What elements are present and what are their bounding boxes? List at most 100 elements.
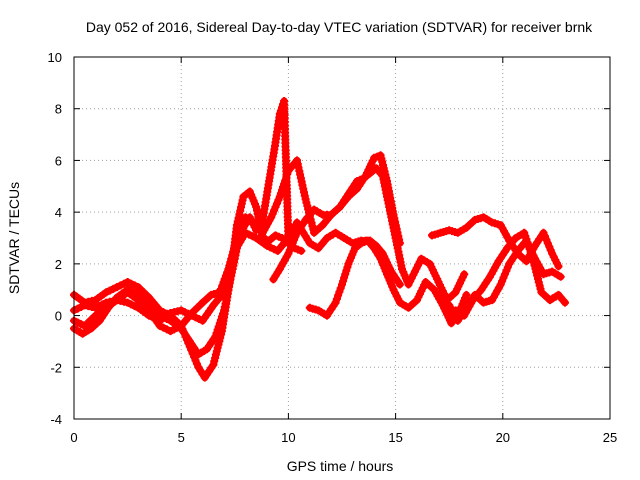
data-point xyxy=(338,281,346,288)
y-tick-label: 4 xyxy=(55,205,62,220)
data-point xyxy=(471,216,479,224)
data-point xyxy=(124,288,132,296)
x-tick-label: 10 xyxy=(281,430,295,445)
data-point xyxy=(314,244,322,252)
data-point xyxy=(512,234,520,242)
data-point xyxy=(233,234,241,242)
data-point xyxy=(265,177,273,185)
data-point xyxy=(297,247,305,255)
data-point xyxy=(113,283,121,291)
data-point xyxy=(167,327,174,335)
data-point xyxy=(428,231,436,239)
data-point xyxy=(212,332,219,340)
data-point xyxy=(514,247,522,255)
data-point xyxy=(480,213,487,221)
data-point xyxy=(557,273,565,281)
data-point xyxy=(405,304,412,312)
data-point xyxy=(396,299,404,307)
y-tick-label: 6 xyxy=(55,153,62,168)
data-point xyxy=(460,270,468,278)
y-tick-label: 10 xyxy=(48,50,62,65)
data-point xyxy=(351,244,359,252)
data-point xyxy=(91,296,99,304)
data-point xyxy=(359,175,367,182)
data-point xyxy=(319,211,327,219)
data-point xyxy=(454,229,462,237)
series-track-f xyxy=(305,236,471,328)
data-point xyxy=(276,265,284,273)
data-point xyxy=(561,299,569,307)
data-point xyxy=(167,309,174,317)
data-point xyxy=(422,278,430,286)
data-point xyxy=(216,288,224,296)
frame-layer xyxy=(73,56,611,420)
data-point xyxy=(319,221,327,229)
data-point xyxy=(520,229,528,237)
data-point xyxy=(344,260,352,268)
ticks-layer xyxy=(73,56,611,420)
data-point xyxy=(385,203,393,211)
data-point xyxy=(272,138,279,146)
data-point xyxy=(134,283,142,291)
data-point xyxy=(488,219,496,226)
data-point xyxy=(220,306,228,314)
y-tick-label: -4 xyxy=(50,412,62,427)
y-tick-label: 8 xyxy=(55,102,62,117)
data-point xyxy=(239,193,247,201)
data-point xyxy=(91,304,99,312)
data-point xyxy=(503,244,511,252)
y-tick-label: -2 xyxy=(50,360,62,375)
data-point xyxy=(439,301,447,309)
data-point xyxy=(134,296,142,304)
data-point xyxy=(555,262,562,270)
data-point xyxy=(405,281,412,288)
data-point xyxy=(353,177,361,185)
data-point xyxy=(252,203,260,211)
data-point xyxy=(454,317,462,325)
data-point xyxy=(81,322,89,330)
data-point xyxy=(201,374,209,382)
data-point xyxy=(327,211,335,219)
data-point xyxy=(250,219,258,226)
data-point xyxy=(203,345,211,353)
data-point xyxy=(477,286,485,294)
data-point xyxy=(364,237,372,245)
data-point xyxy=(540,270,547,278)
data-point xyxy=(392,234,400,242)
data-point xyxy=(314,306,322,314)
data-point xyxy=(209,361,217,369)
data-point xyxy=(269,275,277,283)
data-point xyxy=(199,299,207,307)
data-point xyxy=(357,239,365,247)
labels-layer: Day 052 of 2016, Sidereal Day-to-day VTE… xyxy=(6,19,617,474)
data-point xyxy=(276,193,284,201)
data-point xyxy=(284,167,292,175)
data-point xyxy=(188,309,196,317)
data-point xyxy=(497,281,505,288)
data-point xyxy=(293,156,301,164)
data-point xyxy=(306,239,314,247)
data-point xyxy=(280,97,288,105)
data-point xyxy=(366,169,374,177)
data-point xyxy=(548,268,556,276)
data-point xyxy=(79,330,87,338)
data-point xyxy=(555,291,562,299)
y-axis-title: SDTVAR / TECUs xyxy=(6,182,22,294)
data-point xyxy=(390,286,397,294)
x-tick-label: 0 xyxy=(70,430,77,445)
data-point xyxy=(276,110,284,118)
data-point xyxy=(272,231,279,239)
data-point xyxy=(124,278,132,286)
data-point xyxy=(426,260,434,268)
x-tick-label: 20 xyxy=(496,430,510,445)
data-point xyxy=(480,299,487,307)
data-point xyxy=(96,317,104,325)
data-point xyxy=(242,213,249,221)
data-point xyxy=(411,268,419,276)
data-point xyxy=(548,250,556,257)
data-point xyxy=(310,229,318,237)
data-point xyxy=(246,188,254,195)
data-point xyxy=(396,281,404,288)
data-point xyxy=(332,229,340,237)
